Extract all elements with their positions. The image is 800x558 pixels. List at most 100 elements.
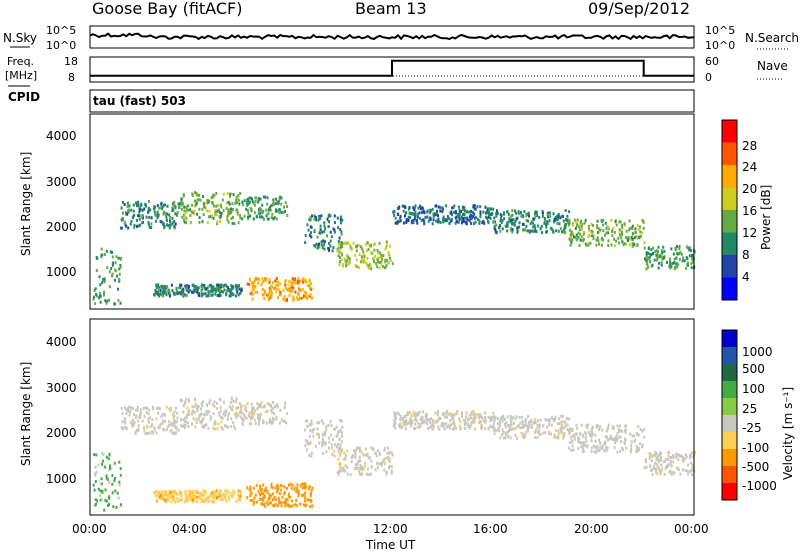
- velocity-point-152: [176, 416, 179, 420]
- velocity-point-268: [218, 411, 221, 415]
- velocity-point-1638: [607, 423, 610, 427]
- velocity-point-0: [100, 477, 103, 481]
- velocity-point-619: [161, 496, 164, 500]
- power-point-337: [197, 198, 200, 202]
- power-point-1722: [663, 249, 666, 253]
- velocity-point-350: [185, 416, 188, 420]
- power-point-1508: [638, 236, 641, 240]
- power-point-719: [302, 277, 305, 281]
- velocity-point-1372: [557, 436, 560, 440]
- velocity-point-1520: [587, 431, 590, 435]
- velocity-point-107: [164, 419, 167, 423]
- velocity-point-1125: [418, 410, 421, 414]
- velocity-point-589: [161, 490, 163, 494]
- power-point-1071: [401, 204, 404, 208]
- velocity-point-1278: [484, 415, 487, 419]
- power-point-199: [126, 205, 129, 209]
- velocity-point-1009: [358, 455, 361, 459]
- power-point-25: [106, 266, 109, 270]
- power-point-564: [189, 288, 192, 292]
- power-point-157: [166, 218, 168, 222]
- power-point-1422: [521, 214, 524, 217]
- velocity-point-993: [367, 467, 369, 471]
- power-point-1639: [619, 220, 622, 224]
- power-point-1325: [568, 210, 571, 214]
- power-point-907: [316, 246, 319, 250]
- power-point-877: [304, 234, 307, 238]
- velocity-point-1247: [467, 424, 470, 428]
- power-point-596: [205, 294, 208, 298]
- velocity-point-1359: [537, 424, 540, 427]
- power-point-654: [166, 285, 169, 288]
- power-point-322: [221, 198, 224, 202]
- velocity-point-59: [115, 505, 118, 509]
- velocity-point-158: [133, 413, 136, 417]
- velocity-point-607: [193, 498, 196, 502]
- velocity-point-1148: [473, 417, 476, 421]
- velocity-point-1454: [536, 425, 539, 429]
- velocity-point-190: [174, 425, 177, 429]
- velocity-point-1248: [470, 421, 473, 425]
- velocity-point-1435: [514, 434, 517, 437]
- power-point-4: [103, 280, 106, 284]
- power-point-610: [226, 289, 229, 293]
- power-point-1515: [578, 223, 581, 227]
- velocity-point-239: [185, 397, 188, 401]
- power-point-1491: [571, 232, 574, 236]
- power-point-1314: [501, 219, 504, 223]
- power-point-1105: [475, 216, 478, 220]
- power-point-1112: [436, 209, 439, 213]
- velocity-point-967: [354, 449, 357, 453]
- velocity-point-1255: [453, 422, 456, 426]
- velocity-point-254: [187, 421, 189, 425]
- power-point-1436: [536, 214, 539, 217]
- power-point-760: [264, 277, 267, 281]
- power-point-544: [202, 292, 205, 296]
- velocity-point-1224: [469, 424, 471, 428]
- power-point-448: [246, 197, 249, 201]
- power-point-1242: [396, 221, 399, 225]
- velocity-point-1033: [364, 453, 367, 457]
- velocity-point-700: [252, 486, 255, 490]
- power-point-168: [133, 223, 136, 227]
- power-point-566: [209, 289, 212, 293]
- power-point-798: [282, 297, 285, 301]
- power-point-278: [232, 208, 234, 211]
- velocity-point-1469: [517, 424, 520, 428]
- velocity-point-450: [241, 421, 244, 425]
- power-point-1539: [623, 242, 626, 246]
- power-point-847: [340, 245, 343, 249]
- power-point-1624: [613, 237, 615, 241]
- velocity-point-920: [362, 453, 365, 457]
- velocity-point-1348: [541, 424, 544, 428]
- power-point-1017: [340, 258, 343, 262]
- velocity-point-1173: [487, 415, 490, 419]
- velocity-point-458: [258, 418, 261, 422]
- velocity-point-769: [259, 493, 262, 497]
- power-point-1746: [647, 252, 650, 255]
- velocity-point-518: [240, 491, 243, 495]
- power-point-774: [299, 288, 302, 292]
- velocity-point-212: [235, 400, 238, 404]
- power-point-1361: [518, 221, 521, 225]
- velocity-point-533: [158, 495, 161, 499]
- velocity-point-1352: [532, 421, 535, 425]
- velocity-point-400: [282, 419, 285, 423]
- velocity-point-878: [323, 431, 326, 435]
- velocity-point-755: [289, 495, 291, 499]
- power-point-1217: [406, 218, 409, 222]
- velocity-point-1376: [521, 419, 524, 423]
- power-point-1046: [376, 249, 379, 252]
- velocity-point-1523: [592, 444, 595, 448]
- velocity-point-1726: [654, 453, 657, 457]
- velocity-point-113: [143, 426, 145, 430]
- power-point-1404: [513, 223, 516, 227]
- velocity-point-741: [249, 489, 252, 493]
- velocity-point-1625: [605, 446, 608, 450]
- power-point-1732: [643, 246, 646, 250]
- power-point-551: [231, 284, 234, 288]
- velocity-point-1172: [446, 425, 448, 429]
- power-point-626: [240, 288, 243, 292]
- power-point-184: [160, 202, 163, 206]
- velocity-point-1217: [480, 427, 483, 430]
